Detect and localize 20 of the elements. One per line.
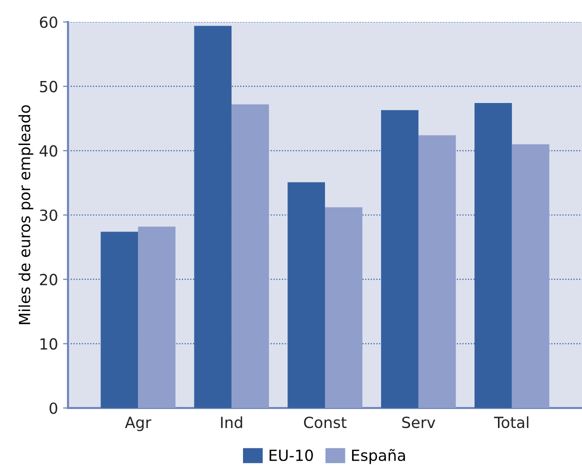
bar (512, 144, 550, 408)
x-tick-label: Ind (221, 416, 242, 428)
y-tick-label: 50 (40, 80, 58, 92)
y-tick-label: 60 (40, 16, 58, 28)
legend-label: España (352, 448, 405, 464)
x-tick-label: Agr (124, 416, 152, 432)
bar (138, 226, 176, 408)
bar (325, 207, 362, 408)
bar (232, 104, 269, 408)
x-tick-label: Total (494, 416, 528, 428)
x-tick-label: Serv (402, 416, 436, 428)
y-tick-label: 40 (40, 145, 58, 157)
y-axis-title: Miles de euros por empleado (18, 105, 34, 324)
x-tick-label: Const (304, 416, 346, 428)
y-tick-label: 10 (40, 338, 58, 350)
legend-label: EU-10 (270, 450, 313, 462)
y-tick-label: 30 (40, 209, 58, 222)
y-tick-label: 0 (50, 402, 58, 414)
bar (418, 135, 456, 408)
y-tick-label: 20 (40, 274, 58, 286)
